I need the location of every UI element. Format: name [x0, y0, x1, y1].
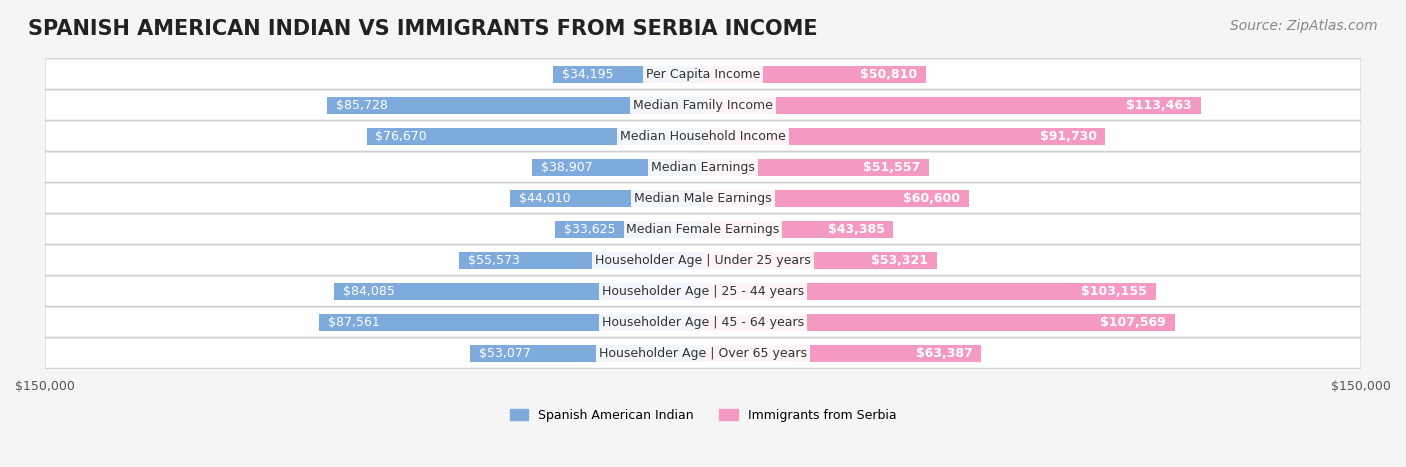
Text: $63,387: $63,387 — [915, 347, 973, 360]
FancyBboxPatch shape — [45, 121, 1361, 151]
Text: $76,670: $76,670 — [375, 129, 427, 142]
Text: $85,728: $85,728 — [336, 99, 388, 112]
Text: Householder Age | Over 65 years: Householder Age | Over 65 years — [599, 347, 807, 360]
Text: $84,085: $84,085 — [343, 284, 395, 297]
Bar — [703, 252, 936, 269]
FancyBboxPatch shape — [45, 307, 1361, 337]
Text: $38,907: $38,907 — [541, 161, 593, 174]
FancyBboxPatch shape — [45, 214, 1361, 244]
Text: $34,195: $34,195 — [562, 68, 613, 81]
FancyBboxPatch shape — [45, 152, 1361, 182]
Text: $33,625: $33,625 — [564, 223, 616, 236]
Text: $113,463: $113,463 — [1126, 99, 1192, 112]
Bar — [510, 190, 703, 206]
Text: $44,010: $44,010 — [519, 191, 571, 205]
Bar — [703, 283, 1156, 300]
Bar — [703, 314, 1175, 331]
Text: $107,569: $107,569 — [1101, 316, 1166, 329]
Bar — [335, 283, 703, 300]
Text: Median Earnings: Median Earnings — [651, 161, 755, 174]
Legend: Spanish American Indian, Immigrants from Serbia: Spanish American Indian, Immigrants from… — [505, 403, 901, 427]
Text: Householder Age | 25 - 44 years: Householder Age | 25 - 44 years — [602, 284, 804, 297]
Text: Per Capita Income: Per Capita Income — [645, 68, 761, 81]
Text: $87,561: $87,561 — [328, 316, 380, 329]
FancyBboxPatch shape — [45, 183, 1361, 213]
Text: SPANISH AMERICAN INDIAN VS IMMIGRANTS FROM SERBIA INCOME: SPANISH AMERICAN INDIAN VS IMMIGRANTS FR… — [28, 19, 818, 39]
FancyBboxPatch shape — [45, 90, 1361, 120]
Text: Median Female Earnings: Median Female Earnings — [627, 223, 779, 236]
FancyBboxPatch shape — [45, 276, 1361, 306]
Text: $50,810: $50,810 — [860, 68, 917, 81]
Bar — [367, 127, 703, 145]
Bar — [703, 127, 1105, 145]
Text: Median Family Income: Median Family Income — [633, 99, 773, 112]
FancyBboxPatch shape — [45, 245, 1361, 276]
FancyBboxPatch shape — [45, 338, 1361, 368]
Text: $60,600: $60,600 — [903, 191, 960, 205]
Text: Source: ZipAtlas.com: Source: ZipAtlas.com — [1230, 19, 1378, 33]
Text: $103,155: $103,155 — [1081, 284, 1147, 297]
Text: $55,573: $55,573 — [468, 254, 520, 267]
Bar — [533, 159, 703, 176]
Bar — [703, 220, 893, 238]
Bar — [328, 97, 703, 113]
Text: $91,730: $91,730 — [1039, 129, 1097, 142]
Text: $53,321: $53,321 — [872, 254, 928, 267]
Text: $51,557: $51,557 — [863, 161, 921, 174]
Bar — [703, 345, 981, 361]
Bar — [703, 97, 1201, 113]
Bar — [470, 345, 703, 361]
Text: $43,385: $43,385 — [828, 223, 884, 236]
Bar — [319, 314, 703, 331]
FancyBboxPatch shape — [45, 59, 1361, 89]
Bar — [703, 190, 969, 206]
Bar — [460, 252, 703, 269]
Text: Median Male Earnings: Median Male Earnings — [634, 191, 772, 205]
Bar — [553, 65, 703, 83]
Text: Median Household Income: Median Household Income — [620, 129, 786, 142]
Bar — [555, 220, 703, 238]
Bar — [703, 159, 929, 176]
Text: Householder Age | Under 25 years: Householder Age | Under 25 years — [595, 254, 811, 267]
Text: Householder Age | 45 - 64 years: Householder Age | 45 - 64 years — [602, 316, 804, 329]
Bar — [703, 65, 927, 83]
Text: $53,077: $53,077 — [479, 347, 531, 360]
